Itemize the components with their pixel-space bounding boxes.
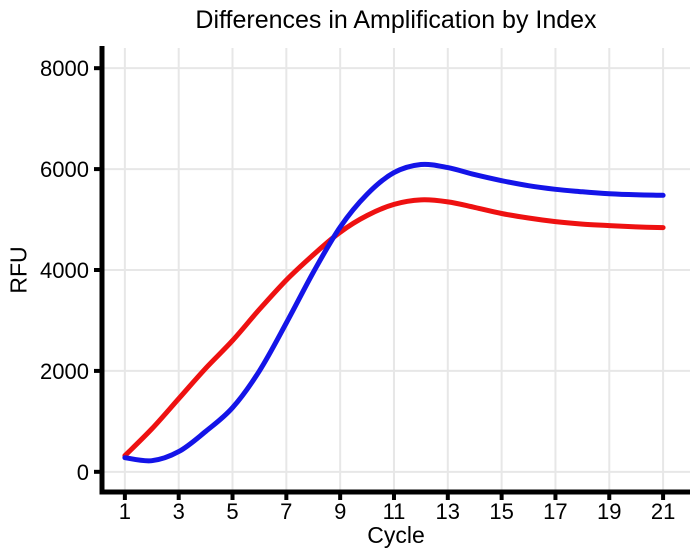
x-tick-label: 9 (334, 499, 346, 524)
y-tick-label: 8000 (40, 56, 89, 81)
x-tick-label: 5 (226, 499, 238, 524)
x-axis-title: Cycle (367, 522, 425, 548)
y-tick-label: 4000 (40, 258, 89, 283)
x-tick-label: 7 (280, 499, 292, 524)
x-tick-label: 1 (119, 499, 131, 524)
chart-title: Differences in Amplification by Index (195, 6, 597, 34)
x-tick-label: 15 (489, 499, 513, 524)
x-tick-label: 17 (543, 499, 567, 524)
series-line-blue-curve (122, 161, 666, 464)
x-tick-label: 3 (173, 499, 185, 524)
x-tick-label: 11 (383, 499, 406, 524)
x-tick-label: 19 (597, 499, 621, 524)
y-tick-label: 0 (77, 460, 89, 485)
y-tick-label: 6000 (40, 157, 89, 182)
x-tick-label: 13 (436, 499, 460, 524)
x-tick-label: 21 (651, 499, 675, 524)
series-line-red-curve (122, 197, 666, 459)
y-tick-label: 2000 (40, 359, 89, 384)
